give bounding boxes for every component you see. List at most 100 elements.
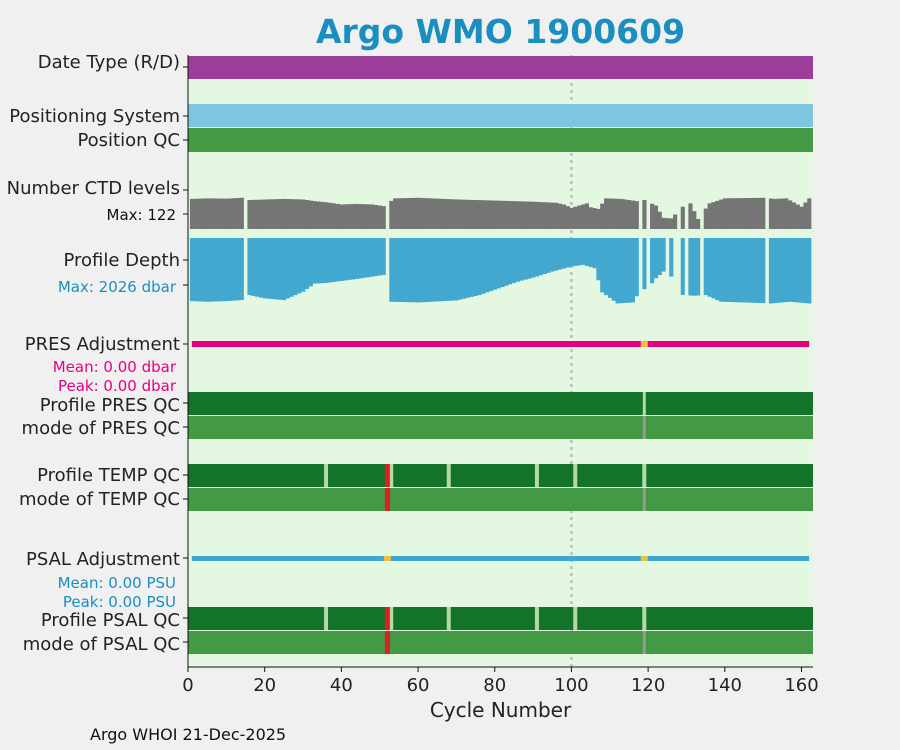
ctd-level-bar [488, 200, 494, 229]
profile-depth-bar [439, 238, 444, 302]
ctd-level-bar [734, 198, 739, 229]
profile-depth-bar [604, 238, 609, 296]
ctd-level-bar [216, 198, 221, 229]
psal-qc-gap [573, 607, 578, 630]
profile-depth-bar [734, 238, 739, 303]
profile-depth-bar [481, 238, 486, 294]
profile-depth-bar [327, 238, 333, 283]
profile-depth-bar [316, 238, 321, 284]
profile-depth-bar [473, 238, 478, 296]
ctd-level-bar [581, 204, 586, 229]
ctd-level-bar [611, 198, 616, 229]
psal-adjustment-missing [640, 556, 648, 561]
profile-depth-bar [738, 238, 743, 303]
pres-qc-gap [642, 392, 646, 415]
ctd-level-bar [316, 201, 321, 229]
profile-depth-bar [581, 238, 586, 265]
profile-depth-bar [389, 238, 394, 302]
profile-depth-bar [251, 238, 256, 296]
profile-depth-bar [350, 238, 356, 280]
ctd-level-bar [768, 198, 774, 229]
ctd-level-bar [627, 200, 632, 229]
profile-depth-bar [719, 238, 724, 302]
ctd-level-bar [742, 198, 747, 229]
profile-depth-bar [496, 238, 501, 289]
profile-depth-bar [239, 238, 244, 301]
profile-depth-bar [442, 238, 448, 302]
ctd-level-bar [396, 198, 402, 229]
profile-depth-bar [512, 238, 517, 283]
temp-qc-gap [534, 464, 539, 487]
ctd-level-bar [630, 200, 636, 229]
ctd-level-bar [753, 197, 758, 229]
label-ctd-levels: Number CTD levels [6, 178, 180, 199]
ctd-level-bar [523, 201, 528, 229]
profile-depth-bar [550, 238, 555, 272]
label-mode-psal-qc: mode of PSAL QC [22, 634, 180, 655]
ctd-level-bar [515, 201, 520, 229]
ctd-level-bar [749, 197, 754, 229]
x-tick-label: 40 [330, 675, 353, 696]
profile-depth-bar [795, 238, 800, 303]
ctd-level-bar [450, 199, 455, 229]
ctd-level-bar [301, 199, 306, 229]
profile-depth-bar [508, 238, 513, 285]
ctd-level-bar [266, 199, 271, 229]
ctd-level-bar [327, 202, 333, 229]
ctd-level-bar [584, 203, 589, 229]
footer-credit: Argo WHOI 21-Dec-2025 [90, 725, 287, 744]
profile-depth-bar [565, 238, 570, 268]
profile-depth-bar [212, 238, 218, 302]
ctd-level-bar [304, 200, 310, 229]
ctd-level-bar [722, 198, 728, 229]
psal-qc-bad [384, 607, 390, 630]
profile-depth-bar [542, 238, 547, 274]
ctd-level-bar [607, 198, 612, 229]
ctd-level-bar [619, 198, 624, 229]
profile-depth-bar [650, 238, 655, 284]
ctd-level-bar [665, 218, 670, 229]
ctd-level-bar [239, 197, 244, 229]
ctd-level-bar [496, 200, 501, 229]
profile-depth-bar [312, 238, 317, 284]
profile-depth-bar [396, 238, 402, 302]
ctd-level-bar [358, 204, 363, 229]
ctd-level-bar [788, 200, 793, 229]
ctd-level-bar [657, 211, 662, 229]
ctd-level-bar [512, 201, 517, 229]
ctd-level-bar [339, 204, 344, 229]
ctd-level-bar [335, 203, 340, 229]
ctd-level-bar [393, 198, 398, 229]
profile-depth-bar [630, 238, 636, 303]
profile-depth-bar [531, 238, 536, 278]
profile-depth-bar [220, 238, 225, 302]
profile-depth-bar [408, 238, 413, 303]
profile-depth-bar [715, 238, 720, 301]
profile-depth-bar [450, 238, 455, 301]
ctd-level-bar [281, 198, 287, 229]
profile-depth-bar [788, 238, 793, 302]
profile-depth-bar [454, 238, 459, 301]
temp-qc-gap [642, 464, 647, 487]
profile-depth-bar [558, 238, 563, 270]
profile-depth-bar [289, 238, 294, 297]
ctd-level-bar [542, 202, 547, 229]
ctd-level-bar [661, 217, 666, 229]
ctd-level-bar [308, 200, 313, 229]
profile-depth-bar [339, 238, 344, 281]
label-mode-temp-qc: mode of TEMP QC [18, 489, 180, 510]
profile-depth-bar [757, 238, 762, 304]
ctd-level-bar [197, 198, 202, 229]
x-tick-label: 140 [708, 675, 742, 696]
ctd-level-bar [320, 201, 325, 229]
profile-depth-bar [803, 238, 808, 304]
ctd-level-bar [209, 198, 214, 229]
profile-depth-bar [232, 238, 237, 301]
profile-depth-bar [381, 238, 386, 275]
ctd-level-bar [561, 204, 566, 229]
profile-depth-bar [707, 238, 712, 297]
profile-depth-bar [611, 238, 616, 301]
pres-adjustment-line [191, 341, 810, 347]
profile-depth-bar [465, 238, 471, 298]
profile-depth-bar [358, 238, 363, 279]
